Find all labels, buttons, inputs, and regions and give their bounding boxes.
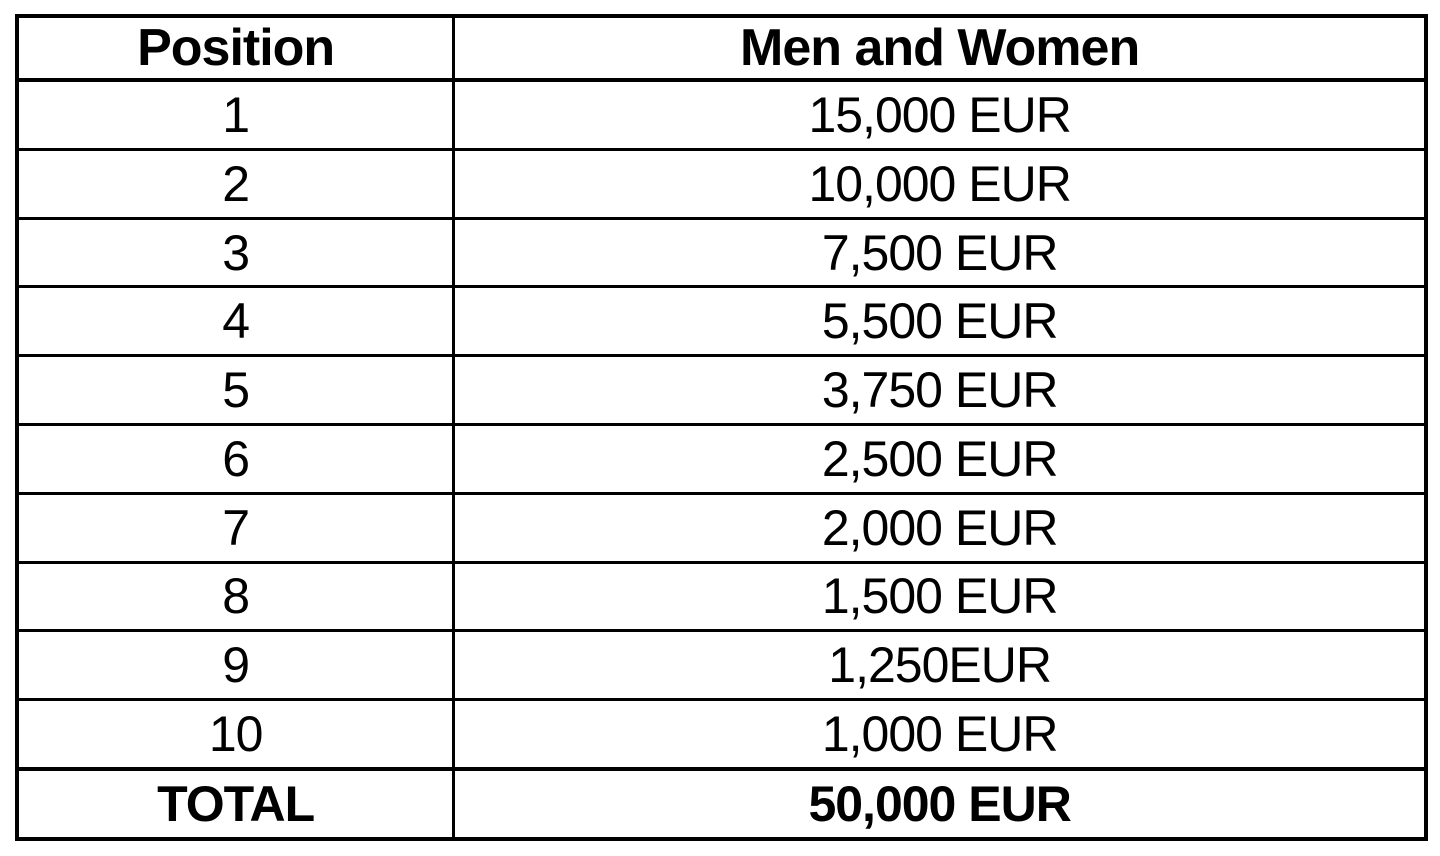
prize-cell: 2,000 EUR <box>452 491 1428 564</box>
total-label-cell: TOTAL <box>15 766 456 841</box>
prize-cell: 15,000 EUR <box>452 78 1428 151</box>
prize-cell: 1,000 EUR <box>452 698 1428 771</box>
prize-money-table: Position Men and Women 1 15,000 EUR 2 10… <box>15 14 1428 841</box>
column-header-position: Position <box>15 14 456 82</box>
table-row: 7 2,000 EUR <box>15 491 1428 564</box>
table-row: 9 1,250EUR <box>15 629 1428 702</box>
table-total-row: TOTAL 50,000 EUR <box>15 766 1428 841</box>
position-cell: 6 <box>15 422 456 495</box>
prize-cell: 1,250EUR <box>452 629 1428 702</box>
table-row: 6 2,500 EUR <box>15 422 1428 495</box>
prize-cell: 1,500 EUR <box>452 560 1428 633</box>
table-row: 1 15,000 EUR <box>15 78 1428 151</box>
prize-cell: 10,000 EUR <box>452 147 1428 220</box>
position-cell: 10 <box>15 698 456 771</box>
position-cell: 1 <box>15 78 456 151</box>
position-cell: 5 <box>15 354 456 426</box>
table-row: 8 1,500 EUR <box>15 560 1428 633</box>
position-cell: 7 <box>15 491 456 564</box>
prize-cell: 3,750 EUR <box>452 354 1428 426</box>
table-row: 10 1,000 EUR <box>15 698 1428 771</box>
position-cell: 4 <box>15 285 456 358</box>
position-cell: 3 <box>15 216 456 289</box>
table-row: 4 5,500 EUR <box>15 285 1428 358</box>
prize-cell: 7,500 EUR <box>452 216 1428 289</box>
table-row: 2 10,000 EUR <box>15 147 1428 220</box>
position-cell: 9 <box>15 629 456 702</box>
table-row: 3 7,500 EUR <box>15 216 1428 289</box>
table-header-row: Position Men and Women <box>15 14 1428 82</box>
column-header-men-and-women: Men and Women <box>452 14 1428 82</box>
prize-cell: 2,500 EUR <box>452 422 1428 495</box>
prize-cell: 5,500 EUR <box>452 285 1428 358</box>
table-row: 5 3,750 EUR <box>15 354 1428 426</box>
position-cell: 2 <box>15 147 456 220</box>
position-cell: 8 <box>15 560 456 633</box>
total-value-cell: 50,000 EUR <box>452 766 1428 841</box>
